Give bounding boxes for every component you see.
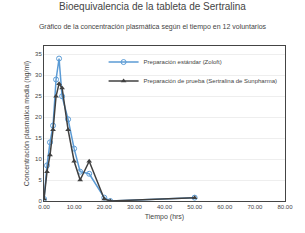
svg-text:0: 0 — [38, 198, 42, 204]
svg-text:10: 10 — [35, 156, 42, 162]
svg-text:10.00: 10.00 — [67, 204, 83, 210]
svg-text:70.00: 70.00 — [247, 204, 263, 210]
svg-text:15: 15 — [35, 135, 42, 141]
svg-text:50.00: 50.00 — [187, 204, 203, 210]
svg-text:5: 5 — [38, 177, 42, 183]
svg-text:60.00: 60.00 — [217, 204, 233, 210]
svg-text:25: 25 — [35, 93, 42, 99]
svg-text:35: 35 — [35, 51, 42, 57]
svg-text:30.00: 30.00 — [127, 204, 143, 210]
svg-text:30: 30 — [35, 72, 42, 78]
svg-text:80.00: 80.00 — [277, 204, 293, 210]
svg-text:20.00: 20.00 — [97, 204, 113, 210]
svg-text:20: 20 — [35, 114, 42, 120]
svg-text:Bioequivalencia de la tableta: Bioequivalencia de la tableta de Sertral… — [59, 1, 246, 12]
svg-text:Preparación estándar (Zoloft): Preparación estándar (Zoloft) — [144, 59, 222, 65]
svg-text:Preparación de prueba (Sertral: Preparación de prueba (Sertralina de Sun… — [144, 78, 277, 84]
svg-text:Concentración plasmática media: Concentración plasmática media (ng/ml) — [23, 61, 31, 186]
svg-text:Tiempo (hrs): Tiempo (hrs) — [145, 213, 184, 221]
svg-text:0.00: 0.00 — [38, 204, 50, 210]
svg-text:Gráfico de la concentración pl: Gráfico de la concentración plasmática s… — [39, 23, 267, 31]
svg-text:40.00: 40.00 — [157, 204, 173, 210]
